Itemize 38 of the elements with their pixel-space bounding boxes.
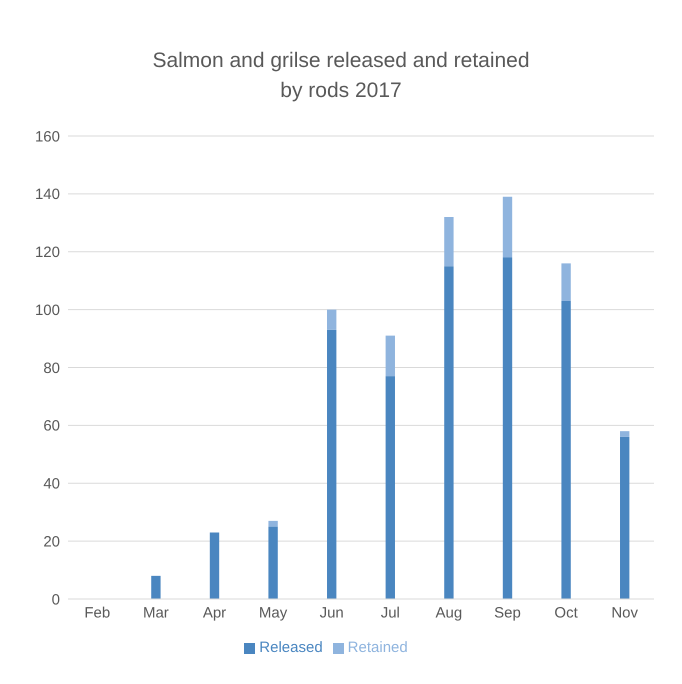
x-tick-label: Nov xyxy=(611,604,639,622)
bar xyxy=(444,217,454,266)
legend-label: Retained xyxy=(348,639,408,656)
x-tick-label: Jul xyxy=(380,604,400,622)
bar xyxy=(210,532,220,599)
x-tick-label: Apr xyxy=(202,604,226,622)
bar xyxy=(386,336,395,376)
y-tick-label: 20 xyxy=(43,533,60,550)
y-tick-label: 80 xyxy=(43,360,60,377)
y-tick-label: 120 xyxy=(34,244,60,262)
x-tick-label: Aug xyxy=(436,604,462,622)
x-tick-label: Oct xyxy=(554,604,579,622)
bar xyxy=(444,266,454,599)
bar xyxy=(502,196,512,258)
bar xyxy=(561,263,571,301)
bar xyxy=(620,436,630,599)
y-tick-label: 40 xyxy=(43,476,60,493)
y-tick-label: 0 xyxy=(52,591,60,608)
bar xyxy=(268,520,278,527)
bar xyxy=(561,300,571,599)
x-tick-label: Sep xyxy=(494,604,521,622)
x-tick-label: May xyxy=(258,604,288,622)
y-tick-label: 160 xyxy=(34,128,60,146)
chart-title: Salmon and grilse released and retained by rods 2017 xyxy=(151,48,531,104)
x-tick-label: Jun xyxy=(320,604,344,622)
y-tick-label: 140 xyxy=(34,186,60,204)
y-tick-label: 100 xyxy=(34,302,60,319)
bar xyxy=(386,376,395,599)
y-tick-label: 60 xyxy=(43,418,60,435)
bar xyxy=(151,576,161,599)
bar xyxy=(620,431,630,437)
legend-label: Released xyxy=(259,639,323,656)
bar xyxy=(327,330,336,599)
x-tick-label: Feb xyxy=(84,604,110,622)
bar xyxy=(268,526,278,599)
x-tick-label: Mar xyxy=(142,604,169,622)
bar xyxy=(327,310,336,330)
bar xyxy=(502,258,512,599)
